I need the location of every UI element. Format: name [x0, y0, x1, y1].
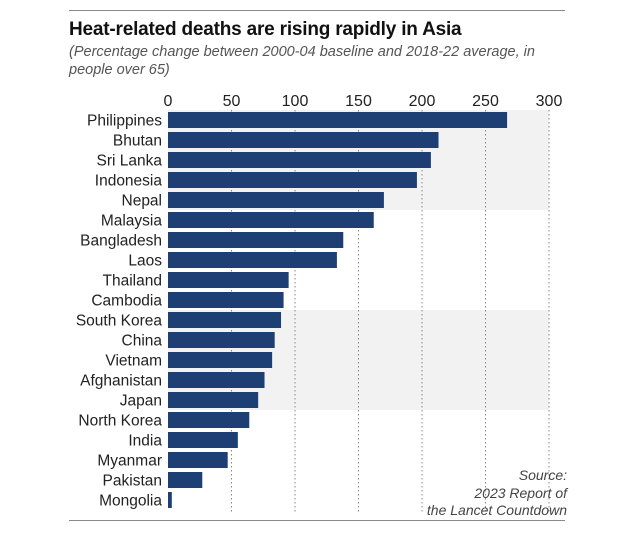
- x-tick-label: 100: [282, 93, 309, 110]
- top-rule: [69, 10, 565, 11]
- chart-subtitle: (Percentage change between 2000-04 basel…: [69, 44, 535, 78]
- bar: [168, 212, 374, 228]
- category-label: Afghanistan: [80, 373, 162, 390]
- bar: [168, 112, 508, 128]
- category-labels: Philippines Bhutan Sri Lanka Indonesia Nepal…: [76, 113, 163, 510]
- category-label: Bhutan: [113, 133, 162, 150]
- source-line: the Lancet Countdown: [426, 502, 567, 518]
- bar: [168, 472, 203, 488]
- category-label: Thailand: [103, 273, 162, 290]
- x-tick-label: 300: [536, 93, 563, 110]
- category-label: Laos: [128, 253, 162, 270]
- category-label: Bangladesh: [80, 233, 162, 250]
- x-tick-label: 0: [164, 93, 173, 110]
- category-label: Vietnam: [105, 353, 162, 370]
- category-label: Philippines: [87, 113, 162, 130]
- category-label: Myanmar: [97, 453, 162, 470]
- category-label: South Korea: [76, 313, 163, 330]
- chart-title: Heat-related deaths are rising rapidly i…: [69, 19, 462, 40]
- bar: [168, 432, 238, 448]
- category-label: India: [128, 433, 162, 450]
- category-label: Cambodia: [91, 293, 162, 310]
- bar: [168, 232, 344, 248]
- bars: [168, 112, 508, 508]
- category-label: Malaysia: [101, 213, 163, 230]
- bar: [168, 292, 284, 308]
- bar: [168, 332, 275, 348]
- bar: [168, 172, 417, 188]
- x-tick-label: 150: [345, 93, 372, 110]
- bar: [168, 412, 250, 428]
- bar: [168, 132, 439, 148]
- gridlines: [231, 110, 550, 512]
- bar: [168, 252, 337, 268]
- bar: [168, 312, 282, 328]
- bar: [168, 452, 228, 468]
- category-label: Japan: [120, 393, 162, 410]
- source-note: Source: 2023 Report of the Lancet Countd…: [427, 467, 567, 520]
- category-label: Indonesia: [95, 173, 163, 190]
- category-label: North Korea: [78, 413, 162, 430]
- x-tick-label: 200: [409, 93, 436, 110]
- bottom-rule: [69, 520, 565, 521]
- x-tick-labels: 0 50 100 150 200 250 300: [164, 93, 563, 110]
- bar: [168, 192, 384, 208]
- bar: [168, 272, 289, 288]
- category-label: Mongolia: [99, 493, 162, 510]
- bar: [168, 392, 259, 408]
- x-tick-label: 50: [223, 93, 241, 110]
- source-line: 2023 Report of: [474, 484, 567, 501]
- bar: [168, 372, 265, 388]
- category-label: China: [122, 333, 163, 350]
- source-line: Source:: [518, 467, 567, 483]
- bar: [168, 152, 431, 168]
- x-tick-label: 250: [472, 93, 499, 110]
- category-label: Nepal: [122, 193, 163, 210]
- category-label: Pakistan: [103, 473, 162, 490]
- bar: [168, 352, 273, 368]
- bar: [168, 492, 172, 508]
- category-label: Sri Lanka: [97, 153, 163, 170]
